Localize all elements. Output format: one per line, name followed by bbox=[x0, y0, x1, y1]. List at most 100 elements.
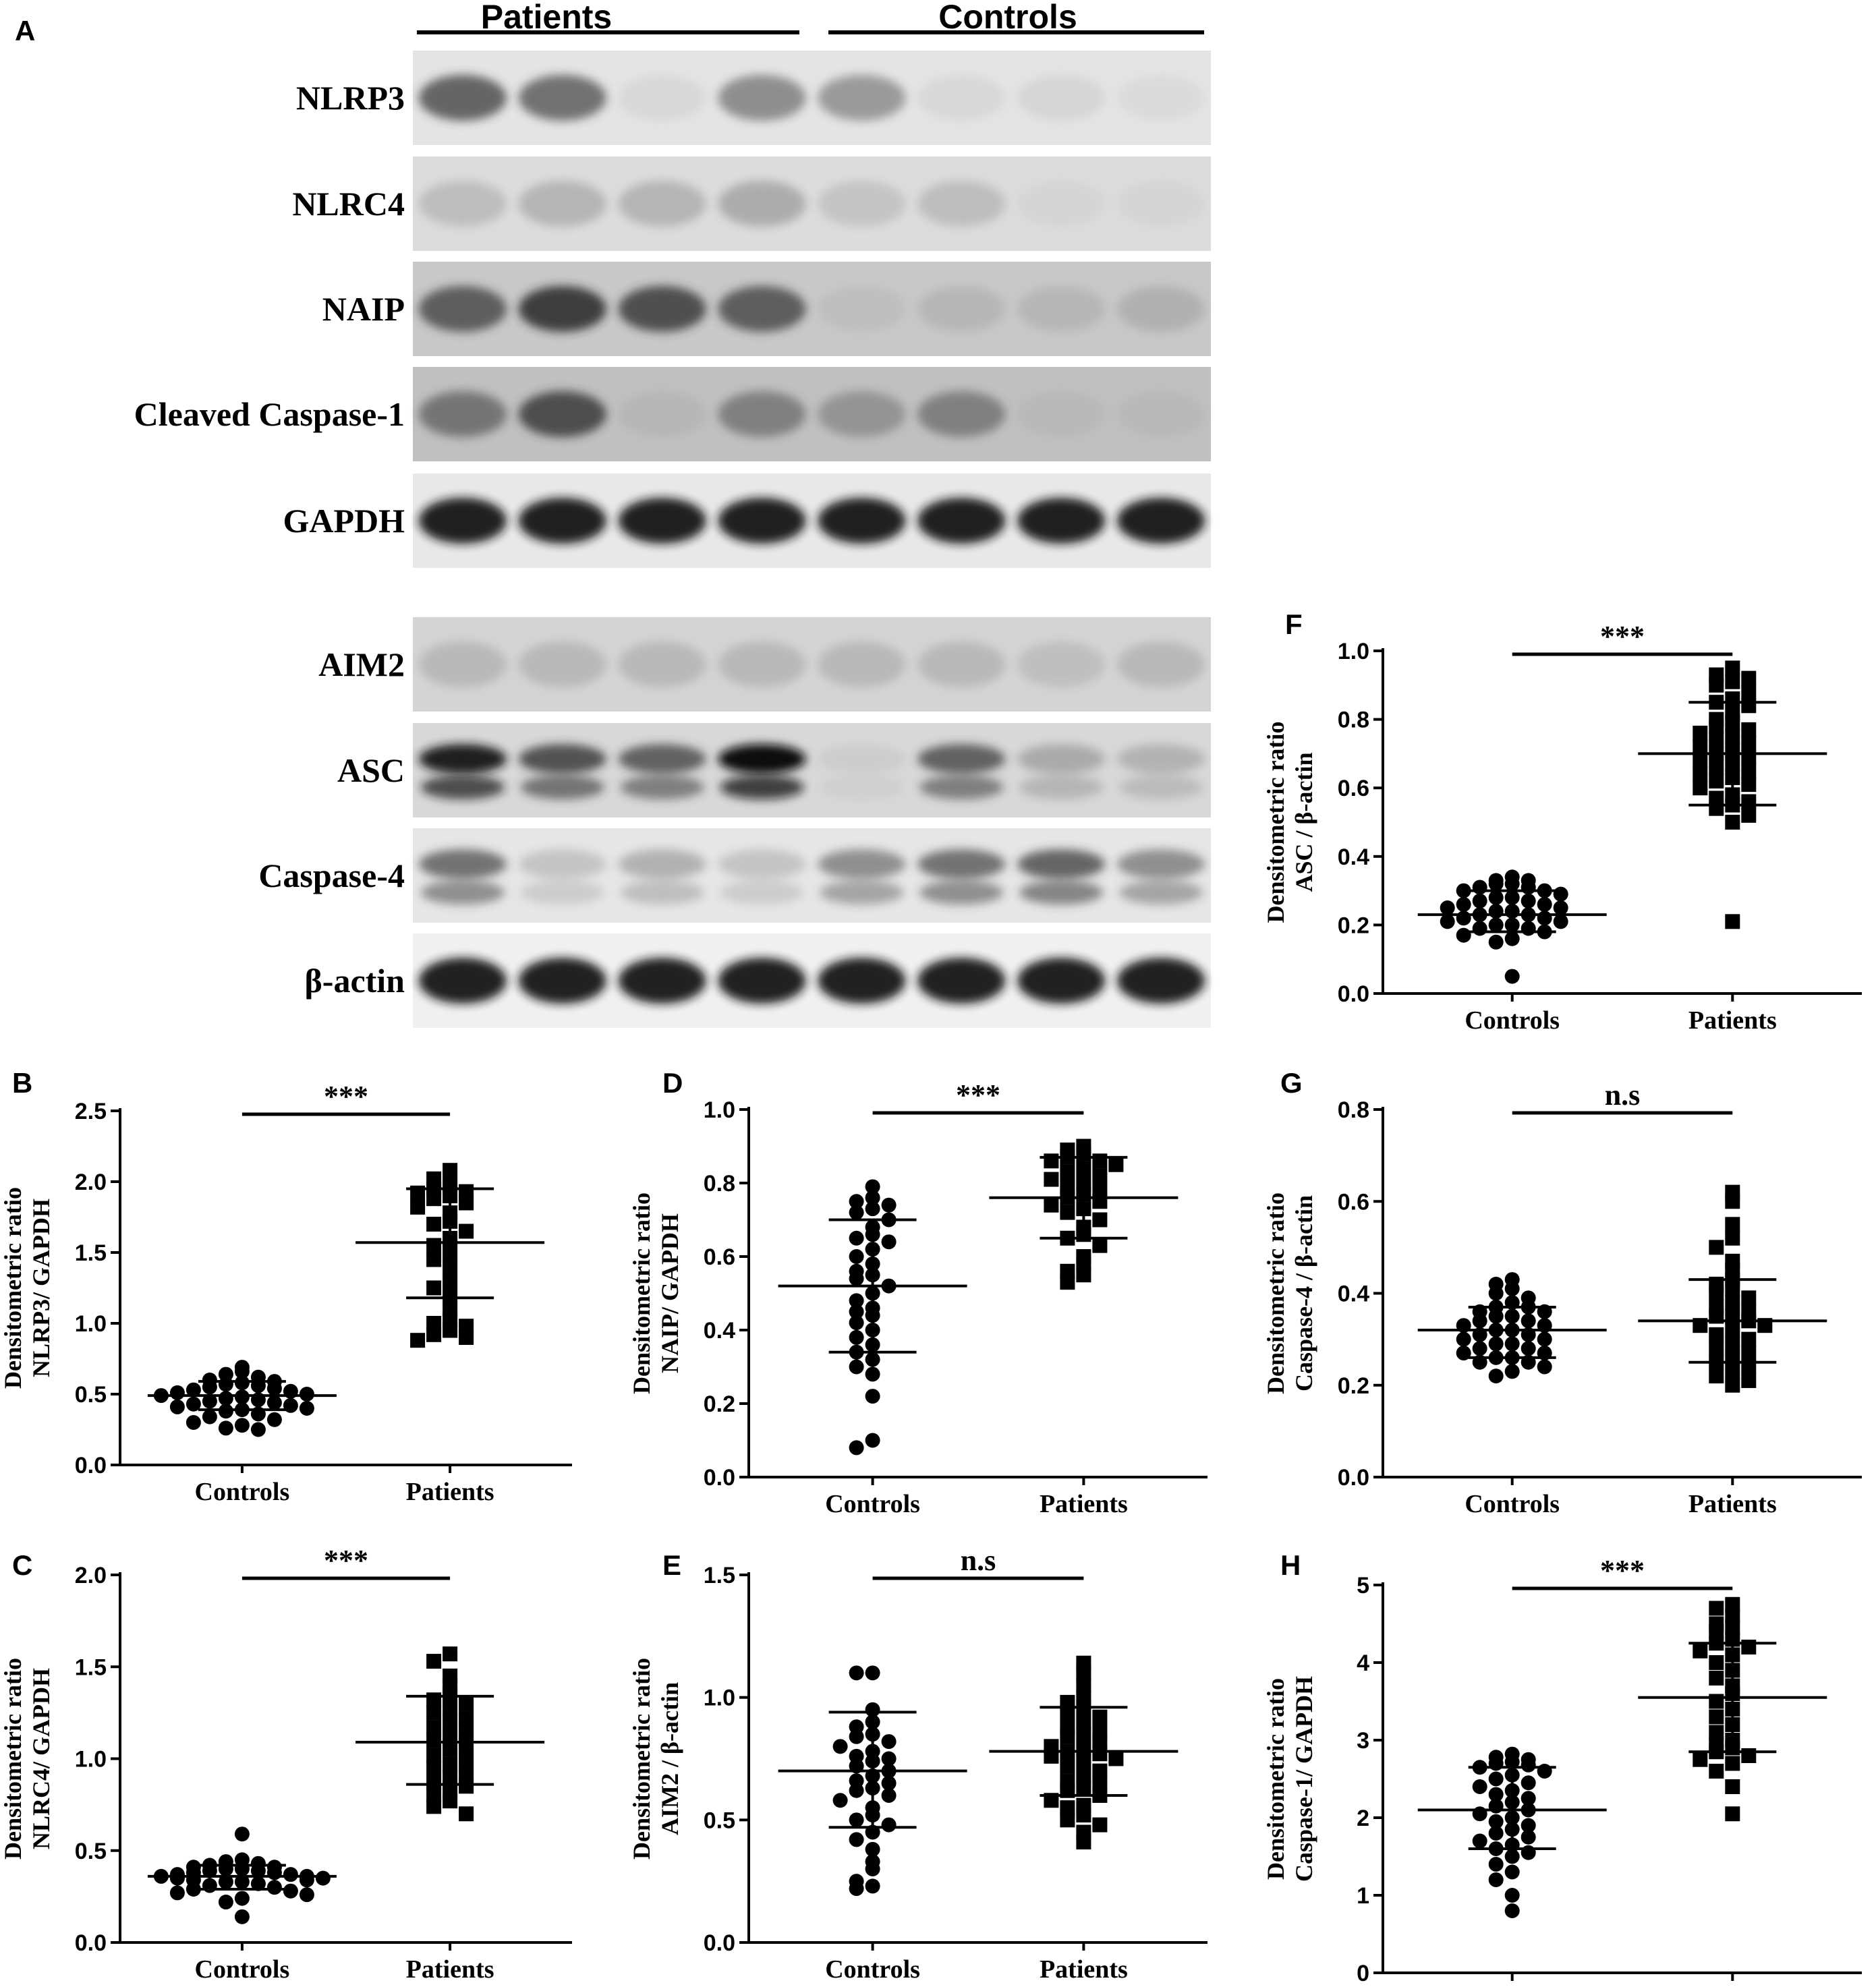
panel-letter-g: G bbox=[1280, 1067, 1303, 1099]
data-point-c-controls-29 bbox=[299, 1887, 314, 1903]
blot-band-lower-asc-lane-3 bbox=[620, 775, 704, 800]
data-point-g-controls-21 bbox=[1456, 1331, 1471, 1347]
blot-band-actin-lane-7 bbox=[1017, 958, 1106, 1004]
blot-band-asc-lane-3 bbox=[618, 744, 706, 774]
data-point-h-patients-29 bbox=[1725, 1779, 1740, 1794]
data-point-d-controls-25 bbox=[849, 1329, 864, 1345]
y-tick-label-h-0: 0 bbox=[1357, 1961, 1369, 1986]
data-point-f-patients-13 bbox=[1741, 722, 1757, 737]
significance-label-g: n.s bbox=[1605, 1078, 1641, 1112]
data-point-e-controls-32 bbox=[865, 1878, 880, 1894]
y-tick-label-d-1: 0.2 bbox=[704, 1391, 735, 1417]
data-point-g-patients-25 bbox=[1741, 1346, 1757, 1361]
data-point-h-controls-29 bbox=[1504, 1849, 1520, 1864]
data-point-h-controls-21 bbox=[1520, 1818, 1536, 1833]
blot-band-caspase-4-lane-2 bbox=[518, 849, 606, 880]
data-point-e-controls-1 bbox=[849, 1665, 864, 1681]
y-tick-label-h-1: 1 bbox=[1357, 1883, 1369, 1909]
data-point-b-controls-9 bbox=[202, 1379, 217, 1395]
data-point-f-patients-12 bbox=[1709, 718, 1724, 734]
blot-band-lower-asc-lane-4 bbox=[720, 775, 804, 800]
scatter-panel-f: F 0.0 0.2 0.4 0.6 0.8 1.0 Controls Patients Dens… bbox=[1262, 608, 1862, 1035]
data-point-b-controls-17 bbox=[218, 1391, 233, 1406]
y-tick-label-c-4: 2.0 bbox=[75, 1563, 107, 1588]
data-point-b-controls-13 bbox=[169, 1385, 185, 1400]
data-point-g-controls-24 bbox=[1520, 1341, 1536, 1356]
data-point-f-controls-33 bbox=[1488, 934, 1504, 950]
data-point-c-patients-12 bbox=[459, 1723, 474, 1739]
data-point-b-controls-7 bbox=[218, 1377, 233, 1392]
data-point-f-controls-12 bbox=[1520, 893, 1536, 909]
blot-label-asc: ASC bbox=[337, 751, 405, 789]
data-point-b-patients-26 bbox=[443, 1323, 458, 1338]
data-point-d-patients-24 bbox=[1092, 1238, 1108, 1253]
data-point-e-patients-31 bbox=[1060, 1800, 1075, 1816]
data-point-f-patients-14 bbox=[1693, 725, 1708, 741]
y-axis-label-c: NLRC4/ GAPDH bbox=[28, 1668, 55, 1849]
data-point-f-patients-18 bbox=[1693, 739, 1708, 755]
blot-label-nlrc4: NLRC4 bbox=[292, 185, 405, 223]
blot-band-aim2-lane-3 bbox=[618, 641, 706, 687]
y-tick-label-b-0: 0.0 bbox=[75, 1453, 107, 1478]
data-point-h-patients-5 bbox=[1709, 1624, 1724, 1639]
blot-band-cleaved-caspase-1-lane-4 bbox=[718, 391, 806, 437]
data-point-c-controls-19 bbox=[299, 1872, 314, 1888]
data-point-h-patients-11 bbox=[1709, 1655, 1724, 1670]
data-point-c-controls-23 bbox=[250, 1876, 266, 1891]
y-tick-label-d-0: 0.0 bbox=[704, 1465, 735, 1491]
data-point-d-controls-12 bbox=[849, 1249, 864, 1264]
data-point-c-controls-22 bbox=[218, 1874, 233, 1890]
data-point-f-patients-29 bbox=[1741, 777, 1757, 793]
data-point-c-patients-23 bbox=[426, 1775, 442, 1790]
y-tick-label-g-1: 0.2 bbox=[1338, 1373, 1369, 1399]
data-point-g-patients-22 bbox=[1741, 1331, 1757, 1347]
y-axis-label-prefix-b: Densitometric ratio bbox=[0, 1187, 26, 1389]
data-point-e-patients-7 bbox=[1092, 1709, 1108, 1725]
blot-strips: NLRP3 NLRC4 NAIP Cleaved Caspase-1 GAPDH AIM2… bbox=[134, 51, 1211, 1028]
blot-band-nlrp3-lane-8 bbox=[1116, 75, 1205, 121]
data-point-c-patients-5 bbox=[426, 1692, 442, 1708]
blot-band-gapdh-lane-5 bbox=[818, 498, 906, 544]
y-axis-label-prefix-c: Densitometric ratio bbox=[0, 1658, 26, 1860]
blot-band-naip-lane-4 bbox=[718, 286, 806, 332]
data-point-c-controls-32 bbox=[234, 1909, 250, 1924]
significance-label-d: *** bbox=[956, 1078, 1000, 1112]
data-point-f-patients-22 bbox=[1693, 753, 1708, 768]
blot-band-gapdh-lane-3 bbox=[618, 498, 706, 544]
data-point-e-controls-28 bbox=[865, 1841, 880, 1857]
y-tick-label-g-0: 0.0 bbox=[1338, 1465, 1369, 1491]
data-point-b-controls-29 bbox=[266, 1412, 282, 1427]
blot-band-cleaved-caspase-1-lane-8 bbox=[1116, 391, 1205, 437]
y-tick-label-f-3: 0.6 bbox=[1338, 776, 1369, 801]
data-point-h-patients-0 bbox=[1725, 1596, 1740, 1612]
significance-label-b: *** bbox=[324, 1080, 368, 1113]
x-category-label-c-controls: Controls bbox=[195, 1955, 290, 1984]
blot-band-gapdh-lane-2 bbox=[518, 498, 606, 544]
data-point-h-patients-4 bbox=[1725, 1620, 1740, 1636]
y-axis-label-prefix-h: Densitometric ratio bbox=[1262, 1678, 1289, 1880]
data-point-e-controls-7 bbox=[881, 1734, 897, 1750]
data-point-d-controls-4 bbox=[865, 1201, 880, 1217]
data-point-e-patients-22 bbox=[1092, 1763, 1108, 1779]
data-point-c-controls-17 bbox=[315, 1870, 331, 1886]
data-point-g-controls-27 bbox=[1456, 1346, 1471, 1361]
blot-strip-caspase-4 bbox=[413, 828, 1211, 923]
data-point-c-patients-21 bbox=[459, 1766, 474, 1781]
data-point-e-controls-19 bbox=[849, 1783, 864, 1798]
data-point-e-patients-19 bbox=[1108, 1751, 1124, 1766]
y-axis-label-h: Caspase-1/ GAPDH bbox=[1290, 1676, 1317, 1882]
panel-letter-e: E bbox=[662, 1549, 681, 1581]
data-point-b-controls-1 bbox=[234, 1364, 250, 1379]
blot-band-gapdh-lane-7 bbox=[1017, 498, 1106, 544]
data-point-f-controls-34 bbox=[1504, 969, 1520, 984]
y-tick-label-e-1: 0.5 bbox=[704, 1808, 735, 1833]
data-point-d-patients-20 bbox=[1092, 1212, 1108, 1228]
data-point-e-patients-17 bbox=[1092, 1746, 1108, 1762]
blot-band-nlrp3-lane-5 bbox=[818, 75, 906, 121]
data-point-b-controls-28 bbox=[202, 1409, 217, 1424]
data-point-f-controls-23 bbox=[1456, 911, 1471, 926]
data-point-b-controls-30 bbox=[186, 1415, 201, 1430]
data-point-h-patients-9 bbox=[1693, 1643, 1708, 1659]
data-point-d-patients-9 bbox=[1092, 1168, 1108, 1184]
data-point-e-patients-12 bbox=[1060, 1729, 1075, 1744]
